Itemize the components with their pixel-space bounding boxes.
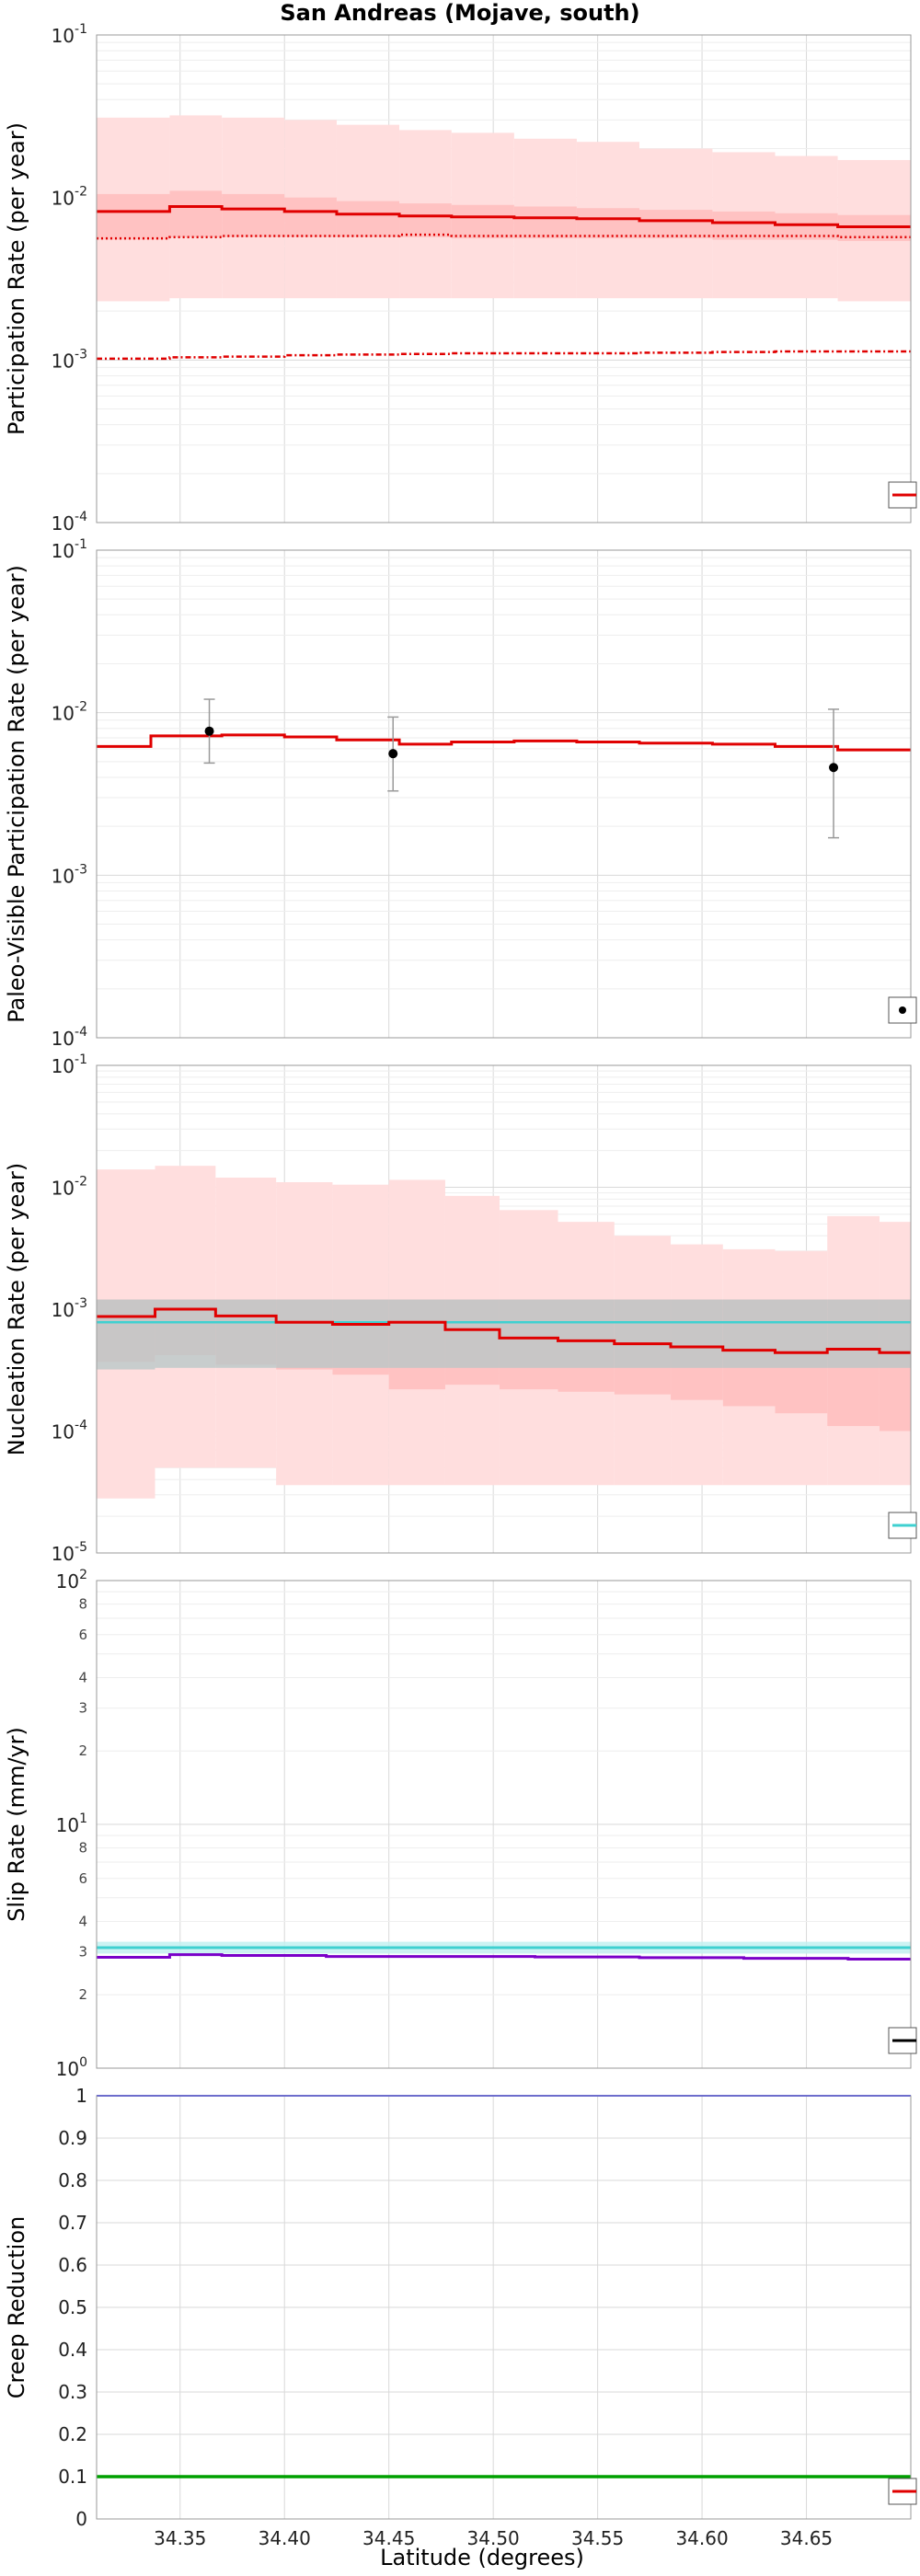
y-tick-label: 1 bbox=[75, 2085, 87, 2107]
panels: 10-4 10-3 10-2 10-1 Participation Rate (per … bbox=[4, 22, 917, 2549]
series-line bbox=[97, 204, 911, 229]
y-axis-label: Participation Rate (per year) bbox=[4, 122, 29, 435]
legend-marker bbox=[899, 1006, 906, 1014]
y-axis-label: Creep Reduction bbox=[4, 2216, 29, 2398]
band-gray bbox=[775, 1299, 828, 1368]
y-minor-tick-label: 4 bbox=[78, 1913, 87, 1929]
y-tick-label: 0.8 bbox=[58, 2169, 87, 2191]
y-tick-label: 10-5 bbox=[52, 1540, 87, 1565]
x-tick-label: 34.40 bbox=[259, 2527, 311, 2549]
y-tick-label: 102 bbox=[56, 1568, 87, 1593]
band-inner bbox=[336, 201, 400, 237]
series-line bbox=[97, 1307, 911, 1354]
y-tick-label: 0.7 bbox=[58, 2212, 87, 2234]
y-minor-tick-label: 2 bbox=[78, 1742, 87, 1759]
band-gray bbox=[276, 1299, 333, 1368]
band-inner bbox=[576, 208, 639, 239]
y-minor-tick-label: 3 bbox=[78, 1700, 87, 1717]
y-tick-label: 10-4 bbox=[52, 510, 88, 535]
y-tick-label: 10-2 bbox=[52, 1175, 87, 1200]
y-tick-label: 10-3 bbox=[52, 862, 87, 887]
panel-2: 10-4 10-3 10-2 10-1 Paleo-Visible Participat… bbox=[4, 537, 917, 1050]
x-tick-label: 34.55 bbox=[571, 2527, 624, 2549]
panel-1: 10-4 10-3 10-2 10-1 Participation Rate (per … bbox=[4, 22, 917, 535]
x-tick-label: 34.50 bbox=[467, 2527, 520, 2549]
y-tick-label: 10-1 bbox=[52, 22, 87, 47]
y-tick-label: 10-2 bbox=[52, 185, 87, 210]
x-axis-label: Latitude (degrees) bbox=[380, 2545, 584, 2570]
data-point-2 bbox=[388, 749, 398, 759]
y-minor-tick-label: 8 bbox=[78, 1596, 87, 1613]
y-tick-label: 10-1 bbox=[52, 537, 87, 562]
band-gray bbox=[155, 1299, 216, 1368]
series-purple bbox=[97, 1953, 911, 1961]
y-axis-label: Paleo-Visible Participation Rate (per ye… bbox=[4, 565, 29, 1023]
y-tick-label: 0.9 bbox=[58, 2127, 87, 2149]
y-tick-label: 10-3 bbox=[52, 1296, 87, 1321]
band-gray bbox=[671, 1299, 723, 1368]
y-tick-label: 100 bbox=[56, 2055, 87, 2080]
y-tick-label: 10-3 bbox=[52, 347, 87, 372]
y-axis-label: Nucleation Rate (per year) bbox=[4, 1163, 29, 1456]
y-tick-label: 0 bbox=[75, 2508, 87, 2530]
chart-title: San Andreas (Mojave, south) bbox=[280, 0, 639, 26]
y-tick-label: 10-4 bbox=[52, 1419, 88, 1443]
y-tick-label: 0.3 bbox=[58, 2381, 87, 2403]
band-inner bbox=[451, 204, 514, 239]
y-tick-label: 10-1 bbox=[52, 1052, 87, 1077]
band-gray bbox=[614, 1299, 672, 1368]
legend-box bbox=[888, 996, 917, 1024]
y-tick-label: 0.4 bbox=[58, 2339, 87, 2361]
band-inner bbox=[169, 190, 223, 237]
axes-frame bbox=[96, 1064, 912, 1554]
x-tick-label: 34.65 bbox=[780, 2527, 833, 2549]
band-gray bbox=[332, 1299, 389, 1368]
band-inner bbox=[97, 193, 170, 240]
band-inner bbox=[712, 211, 776, 240]
band-inner bbox=[284, 197, 337, 237]
y-tick-label: 10-4 bbox=[52, 1025, 88, 1050]
band-gray bbox=[827, 1299, 880, 1368]
panel-3: 10-5 10-4 10-3 10-2 10-1 Nucleation Rate (per… bbox=[4, 1052, 917, 1565]
y-minor-tick-label: 4 bbox=[78, 1669, 87, 1685]
axes-frame bbox=[96, 34, 912, 523]
band-gray bbox=[722, 1299, 776, 1368]
y-tick-label: 0.2 bbox=[58, 2423, 87, 2445]
x-tick-label: 34.60 bbox=[675, 2527, 728, 2549]
band-inner bbox=[513, 206, 577, 239]
y-tick-label: 0.1 bbox=[58, 2466, 87, 2488]
y-tick-label: 0.6 bbox=[58, 2254, 87, 2276]
y-axis-label: Slip Rate (mm/yr) bbox=[4, 1727, 29, 1922]
x-tick-label: 34.45 bbox=[362, 2527, 415, 2549]
y-minor-tick-label: 8 bbox=[78, 1840, 87, 1857]
y-minor-tick-label: 6 bbox=[78, 1627, 87, 1643]
band-gray bbox=[499, 1299, 558, 1368]
band-gray bbox=[879, 1299, 911, 1368]
band-gray bbox=[558, 1299, 615, 1368]
panel-5: 0 0.1 0.2 0.3 0.4 0.5 0.6 0.7 0.8 0.9 1 Creep Reduc… bbox=[4, 2085, 917, 2549]
axes-frame bbox=[96, 2095, 912, 2520]
panel-4: 100 101 102 2 3 4 6 8 2 3 4 6 8 Slip Rate (mm/yr) bbox=[4, 1568, 917, 2080]
series-dashdot bbox=[97, 350, 911, 361]
band-inner bbox=[399, 203, 452, 237]
band-gray bbox=[215, 1299, 277, 1368]
data-point-3 bbox=[829, 763, 839, 773]
x-tick-label: 34.35 bbox=[154, 2527, 206, 2549]
axes-frame bbox=[96, 1580, 912, 2069]
band-gray bbox=[388, 1299, 445, 1368]
y-tick-label: 10-2 bbox=[52, 700, 87, 725]
axes-frame bbox=[96, 549, 912, 1039]
data-point-1 bbox=[204, 726, 214, 736]
y-minor-tick-label: 2 bbox=[78, 1986, 87, 2003]
y-tick-label: 0.5 bbox=[58, 2296, 87, 2318]
y-tick-label: 101 bbox=[56, 1811, 87, 1836]
band-inner bbox=[639, 210, 713, 239]
y-minor-tick-label: 3 bbox=[78, 1944, 87, 1961]
y-minor-tick-label: 6 bbox=[78, 1870, 87, 1887]
band-gray bbox=[444, 1299, 500, 1368]
band-gray bbox=[97, 1299, 155, 1370]
band-inner bbox=[222, 193, 285, 237]
series-line bbox=[97, 733, 911, 752]
